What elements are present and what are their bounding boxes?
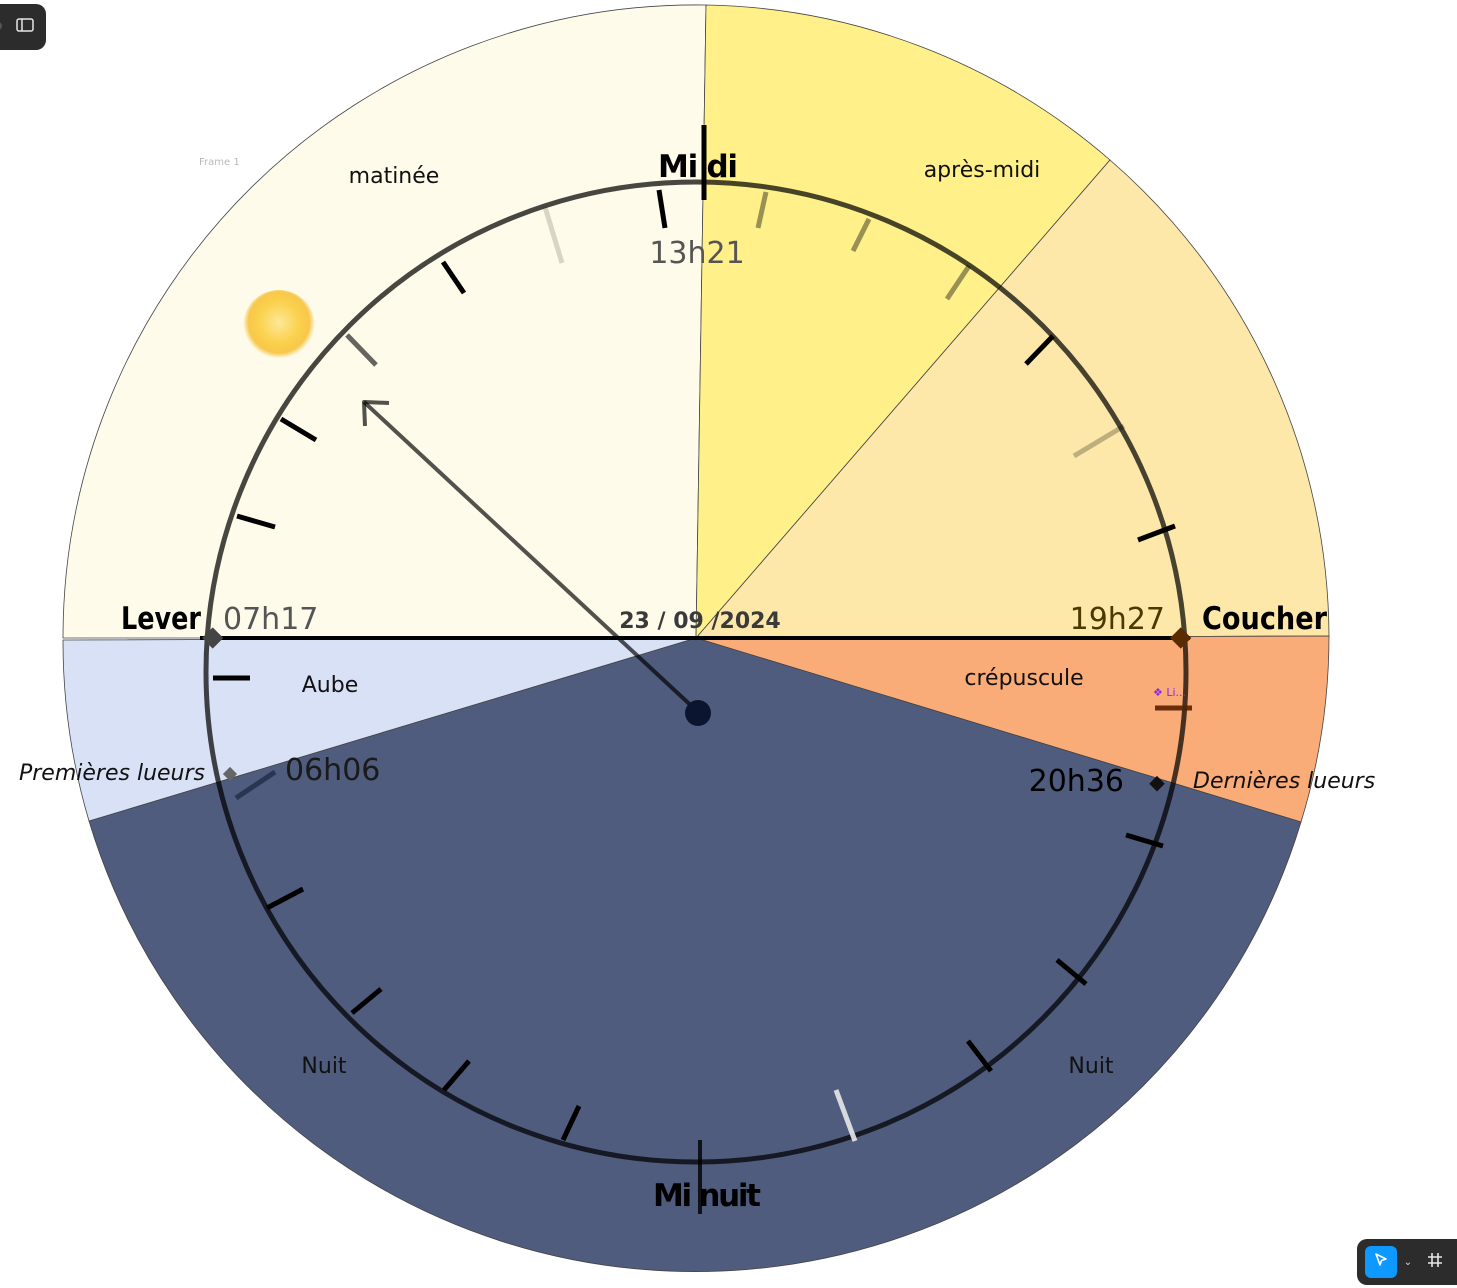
panel-handle-icon: [0, 22, 2, 30]
hour-tick: [755, 191, 769, 229]
hour-tick: [966, 1039, 993, 1073]
coucher-time: 19h27: [1070, 602, 1165, 637]
hour-tick: [236, 513, 276, 530]
frame-tool-button[interactable]: [1419, 1246, 1451, 1278]
hour-tick: [1024, 334, 1055, 366]
segment-label-apres-midi: après-midi: [924, 158, 1041, 183]
hour-tick: [440, 260, 467, 295]
premieres-lueurs-time: 06h06: [285, 753, 380, 788]
segment-apres-midi: [695, 4, 1111, 640]
hour-tick: [1055, 958, 1088, 986]
component-instance-tag[interactable]: ❖ Li...: [1153, 686, 1186, 699]
segment-matinee: [62, 4, 707, 639]
current-time: 13h21: [649, 236, 744, 271]
dernieres-lueurs-label: Dernières lueurs: [1193, 769, 1375, 794]
segment-label-nuit-left: Nuit: [301, 1054, 347, 1079]
dial-ring: [203, 179, 1189, 1165]
lever-diamond: [202, 627, 224, 649]
hour-tick: [1072, 423, 1126, 459]
segment-label-nuit-right: Nuit: [1068, 1054, 1114, 1079]
hour-tick: [234, 769, 277, 801]
segment-aube: [62, 637, 697, 822]
minuit-label: Mi nuit: [653, 1178, 761, 1214]
hour-ticks: [213, 189, 1192, 1142]
segment-nuit: [88, 637, 1302, 1272]
hour-tick: [279, 416, 318, 443]
chevron-down-icon[interactable]: ⌄: [1403, 1256, 1413, 1268]
clock-hand: [362, 400, 700, 714]
hour-tick: [560, 1104, 582, 1142]
hour-tick: [833, 1089, 858, 1142]
segment-label-crepuscule: crépuscule: [964, 666, 1083, 691]
lever-label: Lever: [121, 601, 202, 637]
coucher-label: Coucher: [1202, 601, 1328, 637]
frame-hash-icon: [1427, 1252, 1443, 1273]
segment-crepuscule: [695, 635, 1330, 823]
hour-tick: [265, 886, 305, 911]
move-tool-button[interactable]: [1365, 1246, 1397, 1278]
hour-tick: [656, 189, 668, 229]
sun-icon: [243, 290, 315, 362]
segment-label-aube: Aube: [302, 673, 359, 698]
hour-tick: [350, 987, 383, 1015]
coucher-diamond: [1170, 627, 1192, 649]
hour-tick: [850, 217, 872, 253]
lever-time: 07h17: [223, 602, 318, 637]
frame-label[interactable]: Frame 1: [199, 157, 240, 168]
clock-hand-pivot: [685, 700, 711, 726]
hour-tick: [345, 333, 378, 367]
canvas-toolbar: ⌄: [1357, 1239, 1457, 1285]
hour-tick: [442, 1059, 471, 1092]
midi-label: Mi di: [658, 149, 738, 185]
hour-tick: [1137, 523, 1176, 543]
hour-tick: [1125, 832, 1164, 849]
cursor-arrow-icon: [1373, 1252, 1389, 1273]
segment-soiree: [695, 159, 1330, 639]
premieres-lueurs-label: Premières lueurs: [19, 761, 205, 786]
current-date: 23 / 09 /2024: [619, 609, 781, 634]
hour-tick: [944, 264, 972, 301]
dernieres-lueurs-time: 20h36: [1029, 764, 1124, 799]
panel-toggle-button[interactable]: [0, 4, 46, 50]
hour-tick: [542, 206, 565, 264]
segment-label-matinee: matinée: [349, 164, 440, 189]
dernieres-lueurs-diamond: [1149, 775, 1165, 792]
premieres-lueurs-diamond: [222, 766, 238, 782]
sidebar-layout-icon: [16, 17, 34, 37]
clock-hand-arrowhead: [362, 400, 390, 427]
